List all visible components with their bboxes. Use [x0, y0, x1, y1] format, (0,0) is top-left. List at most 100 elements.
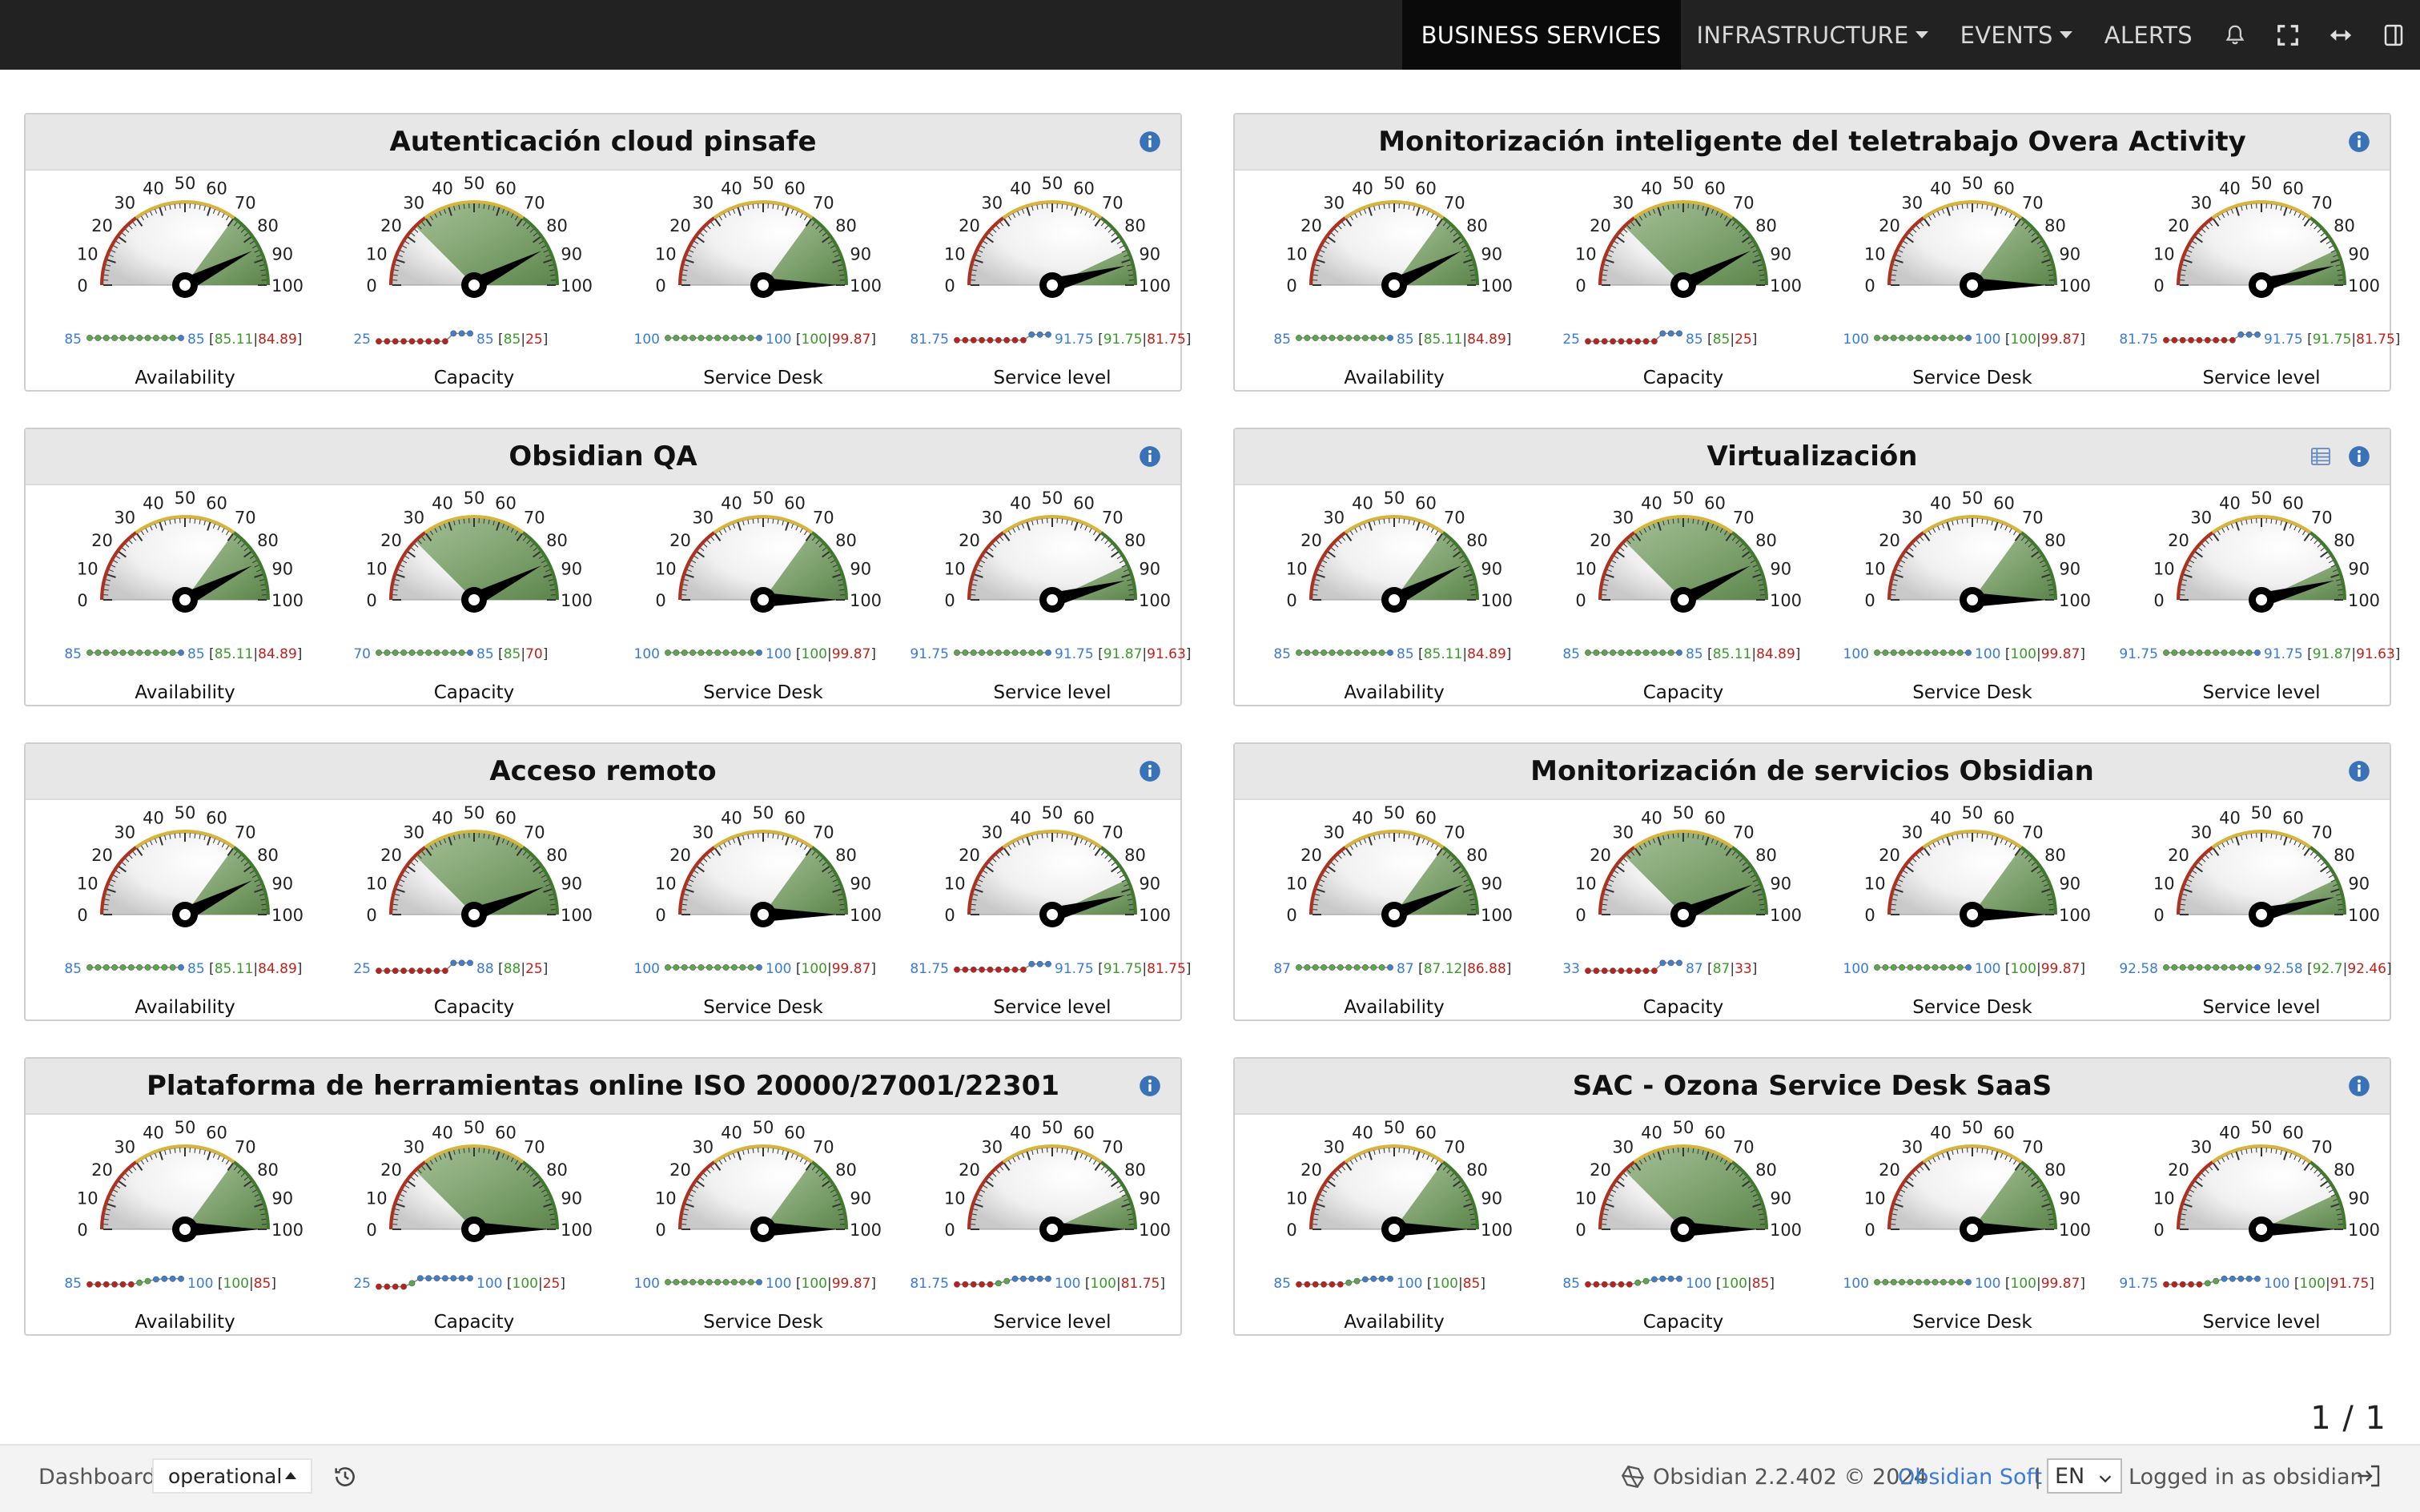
info-icon[interactable] [2348, 445, 2370, 468]
service-panel-title[interactable]: Monitorización inteligente del teletraba… [1378, 126, 2246, 158]
gauge-tick [2230, 208, 2234, 214]
dashboard-select[interactable]: operational [152, 1458, 312, 1494]
history-clock-icon[interactable] [332, 1463, 359, 1490]
table-list-icon[interactable] [2309, 445, 2332, 468]
gauge-widget[interactable]: 0 10 20 30 40 50 60 70 80 90 100 100 100 [100|99.87]… [1827, 485, 2117, 706]
gauge-widget[interactable]: 0 10 20 30 40 50 60 70 80 90 100 85 85 [85.11|84.89]… [40, 485, 330, 706]
sparkline-max-value: 91.75 [1103, 961, 1143, 977]
gauge-widget[interactable]: 0 10 20 30 40 50 60 70 80 90 100 85 85 [85.11|84.89]… [1249, 171, 1539, 392]
gauge-widget[interactable]: 0 10 20 30 40 50 60 70 80 90 100 92.58 92.58 [92.7|9… [2116, 800, 2406, 1021]
gauge-widget[interactable]: 0 10 20 30 40 50 60 70 80 90 100 70 85 [85|70] Capaci… [329, 485, 619, 706]
gauge-tick [115, 870, 121, 874]
gauge-widget[interactable]: 0 10 20 30 40 50 60 70 80 90 100 81.75 100 [100|81.7… [907, 1115, 1197, 1336]
gauge-widget[interactable]: 0 10 20 30 40 50 60 70 80 90 100 85 85 [85.11|84.89]… [1538, 485, 1828, 706]
gauge-tick-label: 100 [271, 591, 304, 610]
gauge-widget[interactable]: 0 10 20 30 40 50 60 70 80 90 100 85 85 [85.11|84.89]… [40, 800, 330, 1021]
sparkline-bracket-close: ] [560, 1276, 565, 1292]
gauge-widget[interactable]: 0 10 20 30 40 50 60 70 80 90 100 100 100 [100|99.87]… [618, 800, 908, 1021]
info-icon[interactable] [1139, 445, 1161, 468]
gauge-tick [971, 269, 977, 271]
sidebar-toggle-icon[interactable] [2367, 0, 2420, 70]
company-link[interactable]: Obsidian Soft [1898, 1465, 2043, 1490]
gauge-widget[interactable]: 0 10 20 30 40 50 60 70 80 90 100 100 100 [100|99.87]… [618, 1115, 908, 1336]
gauge-widget[interactable]: 0 10 20 30 40 50 60 70 80 90 100 25 88 [88|25] Capaci… [329, 800, 619, 1021]
gauge-widget[interactable]: 0 10 20 30 40 50 60 70 80 90 100 100 100 [100|99.87]… [618, 171, 908, 392]
gauge-widget[interactable]: 0 10 20 30 40 50 60 70 80 90 100 85 100 [100|85] Capa… [1538, 1115, 1828, 1336]
gauge-widget[interactable]: 0 10 20 30 40 50 60 70 80 90 100 87 87 [87.12|86.88]… [1249, 800, 1539, 1021]
sparkline-point [1370, 1275, 1377, 1282]
resize-horizontal-icon[interactable] [2314, 0, 2367, 70]
gauge-tick-label: 20 [1300, 1160, 1322, 1180]
service-panel-title[interactable]: Acceso remoto [489, 755, 717, 787]
sparkline-bracket-close: ] [297, 332, 303, 348]
sparkline-point [1651, 967, 1658, 975]
service-panel-title[interactable]: SAC - Ozona Service Desk SaaS [1572, 1070, 2052, 1102]
sparkline-current-value: 85 [1686, 646, 1707, 662]
gauge-tick [2031, 1176, 2036, 1181]
nav-alerts[interactable]: ALERTS [2088, 0, 2209, 70]
gauge-widget[interactable]: 0 10 20 30 40 50 60 70 80 90 100 25 85 [85|25] Capaci… [1538, 171, 1828, 392]
gauge-widget[interactable]: 0 10 20 30 40 50 60 70 80 90 100 81.75 91.75 [91.75|… [2116, 171, 2406, 392]
sparkline-bracket-open: [ [2307, 646, 2313, 662]
gauge-widget[interactable]: 0 10 20 30 40 50 60 70 80 90 100 91.75 100 [100|91.7… [2116, 1115, 2406, 1336]
sparkline-point [970, 1281, 977, 1288]
info-icon[interactable] [1139, 131, 1161, 153]
gauge-tick [2205, 855, 2209, 859]
gauge-widget[interactable]: 0 10 20 30 40 50 60 70 80 90 100 85 85 [85.11|84.89]… [1249, 485, 1539, 706]
service-panel-title[interactable]: Plataforma de herramientas online ISO 20… [147, 1070, 1059, 1102]
info-icon[interactable] [1139, 1075, 1161, 1097]
service-panel-header: Obsidian QA [26, 429, 1180, 485]
gauge-tick [164, 1150, 167, 1156]
gauge-tick [2320, 551, 2329, 558]
gauge-widget[interactable]: 0 10 20 30 40 50 60 70 80 90 100 81.75 91.75 [91.75|… [907, 800, 1197, 1021]
gauge-widget[interactable]: 0 10 20 30 40 50 60 70 80 90 100 25 100 [100|25] Capa… [329, 1115, 619, 1336]
gauge-tick [837, 1208, 842, 1211]
gauge-widget[interactable]: 0 10 20 30 40 50 60 70 80 90 100 85 85 [85.11|84.89]… [40, 171, 330, 392]
gauge-tick [1719, 842, 1723, 848]
bell-icon[interactable] [2209, 0, 2261, 70]
gauge-tick [243, 1180, 252, 1188]
gauge-tick [1912, 228, 1917, 233]
gauge-tick [396, 1203, 405, 1208]
sparkline-low-value: 81.75 [1147, 332, 1186, 348]
sparkline-point [144, 649, 151, 656]
language-select[interactable]: EN [2047, 1458, 2122, 1494]
logout-icon[interactable] [2354, 1462, 2383, 1490]
nav-infrastructure[interactable]: INFRASTRUCTURE [1681, 0, 1944, 70]
info-icon[interactable] [2348, 760, 2370, 782]
gauge-widget[interactable]: 0 10 20 30 40 50 60 70 80 90 100 91.75 91.75 [91.87|… [907, 485, 1197, 706]
gauge-widget[interactable]: 0 10 20 30 40 50 60 70 80 90 100 100 100 [100|99.87]… [1827, 800, 2117, 1021]
service-panel-title[interactable]: Virtualización [1706, 440, 1918, 472]
service-panel-title[interactable]: Autenticación cloud pinsafe [389, 126, 817, 158]
gauge-widget[interactable]: 0 10 20 30 40 50 60 70 80 90 100 85 100 [100|85] Avai… [1249, 1115, 1539, 1336]
service-panel-title[interactable]: Monitorización de servicios Obsidian [1530, 755, 2094, 787]
sparkline-min-value: 85 [64, 646, 82, 662]
gauge-tick-label: 20 [959, 531, 980, 550]
gauge-widget[interactable]: 0 10 20 30 40 50 60 70 80 90 100 100 100 [100|99.87]… [618, 485, 908, 706]
gauge-tick [2004, 1155, 2008, 1160]
gauge-tick [974, 1203, 983, 1208]
gauge-tick [1100, 222, 1105, 227]
gauge-widget[interactable]: 0 10 20 30 40 50 60 70 80 90 100 85 100 [100|85] Avai… [40, 1115, 330, 1336]
gauge-widget[interactable]: 0 10 20 30 40 50 60 70 80 90 100 33 87 [87|33] Capaci… [1538, 800, 1828, 1021]
sparkline-point [979, 1281, 985, 1288]
gauge-tick [1755, 1198, 1760, 1202]
gauge-tick [811, 537, 816, 541]
gauge-tick-label: 60 [1415, 493, 1437, 513]
fullscreen-icon[interactable] [2261, 0, 2314, 70]
gauge-widget[interactable]: 0 10 20 30 40 50 60 70 80 90 100 100 100 [100|99.87]… [1827, 1115, 2117, 1336]
service-panel-title[interactable]: Obsidian QA [509, 440, 697, 472]
info-icon[interactable] [2348, 1075, 2370, 1097]
nav-business-services[interactable]: BUSINESS SERVICES [1401, 0, 1681, 70]
info-icon[interactable] [1139, 760, 1161, 782]
gauge-widget[interactable]: 0 10 20 30 40 50 60 70 80 90 100 81.75 91.75 [91.75|… [907, 171, 1197, 392]
gauge-widget[interactable]: 0 10 20 30 40 50 60 70 80 90 100 100 100 [100|99.87]… [1827, 171, 2117, 392]
gauge-widget[interactable]: 0 10 20 30 40 50 60 70 80 90 100 25 85 [85|25] Capaci… [329, 171, 619, 392]
sparkline-point [2204, 336, 2211, 344]
nav-events[interactable]: EVENTS [1944, 0, 2088, 70]
gauge-tick [822, 236, 830, 243]
gauge-widget[interactable]: 0 10 20 30 40 50 60 70 80 90 100 91.75 91.75 [91.87|… [2116, 485, 2406, 706]
gauge-tick [453, 835, 456, 841]
info-icon[interactable] [2348, 131, 2370, 153]
gauge-tick [973, 1208, 979, 1211]
